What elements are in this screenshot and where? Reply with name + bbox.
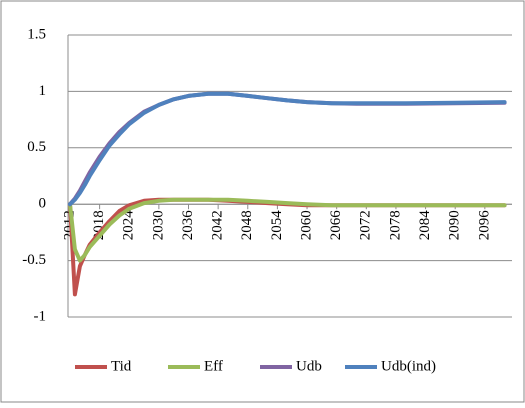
legend-label: Udb (296, 358, 322, 374)
x-tick-label: 2084 (417, 210, 433, 241)
y-tick-label: 0.5 (27, 139, 46, 155)
x-tick-label: 2090 (447, 210, 463, 240)
x-tick-label: 2048 (239, 210, 255, 240)
x-tick-label: 2060 (298, 210, 314, 240)
x-tick-label: 2072 (358, 210, 374, 240)
x-tick-label: 2054 (269, 210, 285, 241)
x-tick-label: 2078 (387, 210, 403, 240)
legend-label: Tid (111, 358, 132, 374)
y-tick-label: 0 (39, 196, 47, 212)
x-tick-label: 2036 (180, 210, 196, 241)
x-tick-label: 2066 (328, 210, 344, 241)
legend-label: Eff (204, 358, 223, 374)
series-line (68, 197, 507, 263)
y-tick-label: -0.5 (22, 252, 46, 268)
x-tick-label: 2096 (476, 210, 492, 241)
y-tick-label: 1.5 (27, 26, 46, 42)
series-line (68, 91, 507, 207)
x-tick-label: 2042 (210, 210, 226, 240)
x-tick-label: 2024 (121, 210, 137, 241)
x-tick-label: 2030 (150, 210, 166, 240)
y-tick-label: -1 (34, 308, 47, 324)
y-tick-label: 1 (39, 83, 47, 99)
legend-label: Udb(ind) (381, 358, 436, 374)
